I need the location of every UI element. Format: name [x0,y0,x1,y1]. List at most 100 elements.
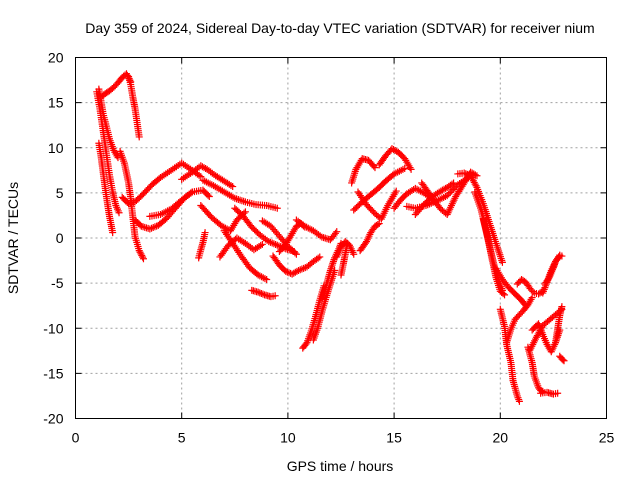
data-point [296,266,304,274]
data-point [272,240,280,248]
data-point [544,275,552,283]
data-point [350,250,358,258]
data-point [257,290,265,298]
data-point [472,182,480,190]
data-point [343,239,351,247]
data-series [178,162,237,191]
chart-title: Day 359 of 2024, Sidereal Day-to-day VTE… [85,20,594,36]
data-series [269,252,324,278]
data-point [471,171,479,179]
data-point [261,275,269,283]
data-point [515,397,523,405]
data-series [503,294,536,347]
data-point [136,248,144,256]
grid [75,57,607,419]
axis-ticks: 0 5 10 15 20 25 -20 -15 -10 -5 0 5 10 15 20 [43,50,614,446]
data-point [498,258,506,266]
data-point [291,249,299,257]
data-point [146,225,154,233]
y-tick-label: 10 [48,140,64,156]
data-series [556,352,568,365]
data-point [229,183,237,191]
data-point [197,173,205,181]
data-point [273,241,281,249]
data-point [463,170,471,178]
data-point [554,389,562,397]
data-point [448,180,456,188]
data-series [552,303,566,347]
data-point [558,303,566,311]
data-point [139,253,147,261]
data-point [257,241,265,249]
data-point [139,255,147,263]
data-point [254,288,262,296]
y-tick-label: 15 [48,95,64,111]
data-point [270,240,278,248]
data-series [248,286,279,301]
data-series [356,220,383,255]
y-tick-label: 5 [56,185,64,201]
data-point [501,291,509,299]
data-point [499,290,507,298]
data-series [220,227,271,284]
data-point [266,238,274,246]
data-point [293,267,301,275]
y-tick-label: 0 [56,230,64,246]
data-point [149,224,157,232]
data-series [537,388,562,398]
data-points [93,70,568,405]
data-series [541,252,566,288]
x-tick-label: 20 [493,430,509,446]
data-point [241,208,249,216]
data-point [450,179,458,187]
data-point [401,165,409,173]
data-series [492,265,530,310]
data-point [298,265,306,273]
data-point [137,250,145,258]
data-point [528,294,536,302]
data-point [558,252,566,260]
data-point [443,192,451,200]
data-series [258,217,300,258]
data-series [116,147,147,263]
data-point [374,220,382,228]
data-point [460,169,468,177]
x-axis-label: GPS time / hours [287,458,394,474]
data-point [292,250,300,258]
data-series [350,165,409,214]
x-tick-label: 0 [72,430,80,446]
data-point [135,247,143,255]
data-point [148,224,156,232]
x-tick-label: 15 [386,430,402,446]
data-point [300,264,308,272]
data-series [354,187,400,223]
data-point [529,288,537,296]
data-point [370,162,378,170]
data-point [258,240,266,248]
data-point [446,188,454,196]
y-tick-label: -20 [43,411,63,427]
data-point [333,228,341,236]
data-point [265,238,273,246]
y-tick-label: -5 [51,275,64,291]
data-point [256,289,264,297]
y-axis-label: SDTVAR / TECUs [5,182,21,294]
data-point [462,170,470,178]
data-point [138,252,146,260]
y-tick-label: -10 [43,320,63,336]
data-point [448,187,456,195]
data-series [337,239,351,279]
data-point [195,171,203,179]
data-series [390,184,436,212]
data-series [454,169,506,266]
data-series [195,229,209,262]
data-series [93,88,123,217]
data-series [125,72,143,141]
data-series [95,139,117,237]
data-point [295,266,303,274]
data-point [227,181,235,189]
data-point [371,164,379,172]
data-point [135,133,143,141]
data-point [205,192,213,200]
